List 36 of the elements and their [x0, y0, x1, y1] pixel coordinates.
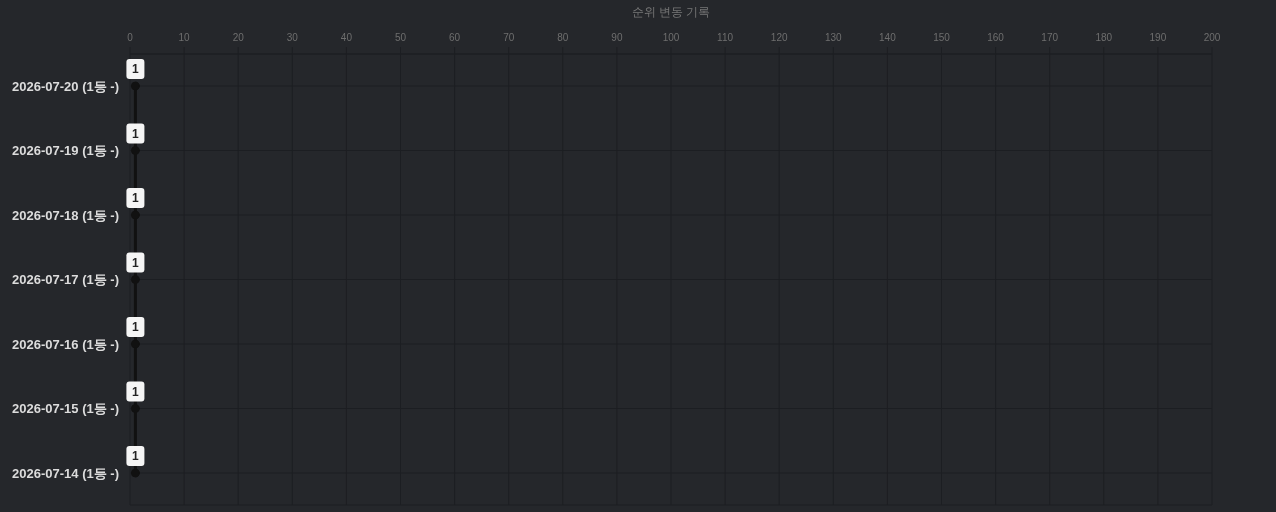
x-tick-label: 110: [717, 32, 734, 43]
x-tick-label: 50: [394, 32, 407, 43]
x-axis-title: 순위 변동 기록: [631, 4, 711, 19]
x-tick-label: 150: [933, 32, 951, 43]
x-tick-label: 100: [662, 32, 680, 43]
y-tick-label: 2026-07-14 (1등 -): [12, 465, 119, 481]
x-tick-label: 190: [1149, 32, 1167, 43]
y-tick-label: 2026-07-19 (1등 -): [12, 143, 119, 159]
y-tick-label: 2026-07-17 (1등 -): [12, 272, 119, 288]
y-tick-label: 2026-07-15 (1등 -): [12, 401, 119, 417]
x-tick-label: 10: [178, 32, 191, 43]
data-label: 1: [132, 62, 140, 76]
x-tick-label: 0: [127, 32, 134, 43]
data-label: 1: [132, 449, 140, 463]
y-tick-label: 2026-07-16 (1등 -): [12, 336, 119, 352]
data-label: 1: [132, 126, 140, 141]
x-tick-label: 70: [503, 32, 515, 43]
x-tick-label: 40: [340, 32, 353, 43]
x-tick-label: 20: [232, 32, 245, 43]
x-tick-label: 200: [1203, 32, 1221, 43]
x-tick-label: 180: [1095, 32, 1113, 43]
data-label: 1: [132, 255, 140, 270]
x-tick-label: 140: [879, 32, 897, 43]
x-tick-label: 30: [286, 32, 299, 43]
data-label: 1: [132, 191, 140, 205]
y-tick-label: 2026-07-18 (1등 -): [12, 207, 119, 223]
x-tick-label: 160: [987, 32, 1005, 43]
x-tick-label: 170: [1041, 32, 1059, 43]
data-label: 1: [132, 384, 140, 399]
x-tick-label: 90: [611, 32, 623, 43]
x-tick-label: 130: [824, 32, 843, 43]
y-tick-label: 2026-07-20 (1등 -): [12, 78, 119, 94]
x-tick-label: 120: [770, 32, 788, 43]
x-tick-label: 80: [557, 32, 569, 43]
x-tick-label: 60: [449, 32, 461, 43]
data-label: 1: [132, 320, 140, 334]
